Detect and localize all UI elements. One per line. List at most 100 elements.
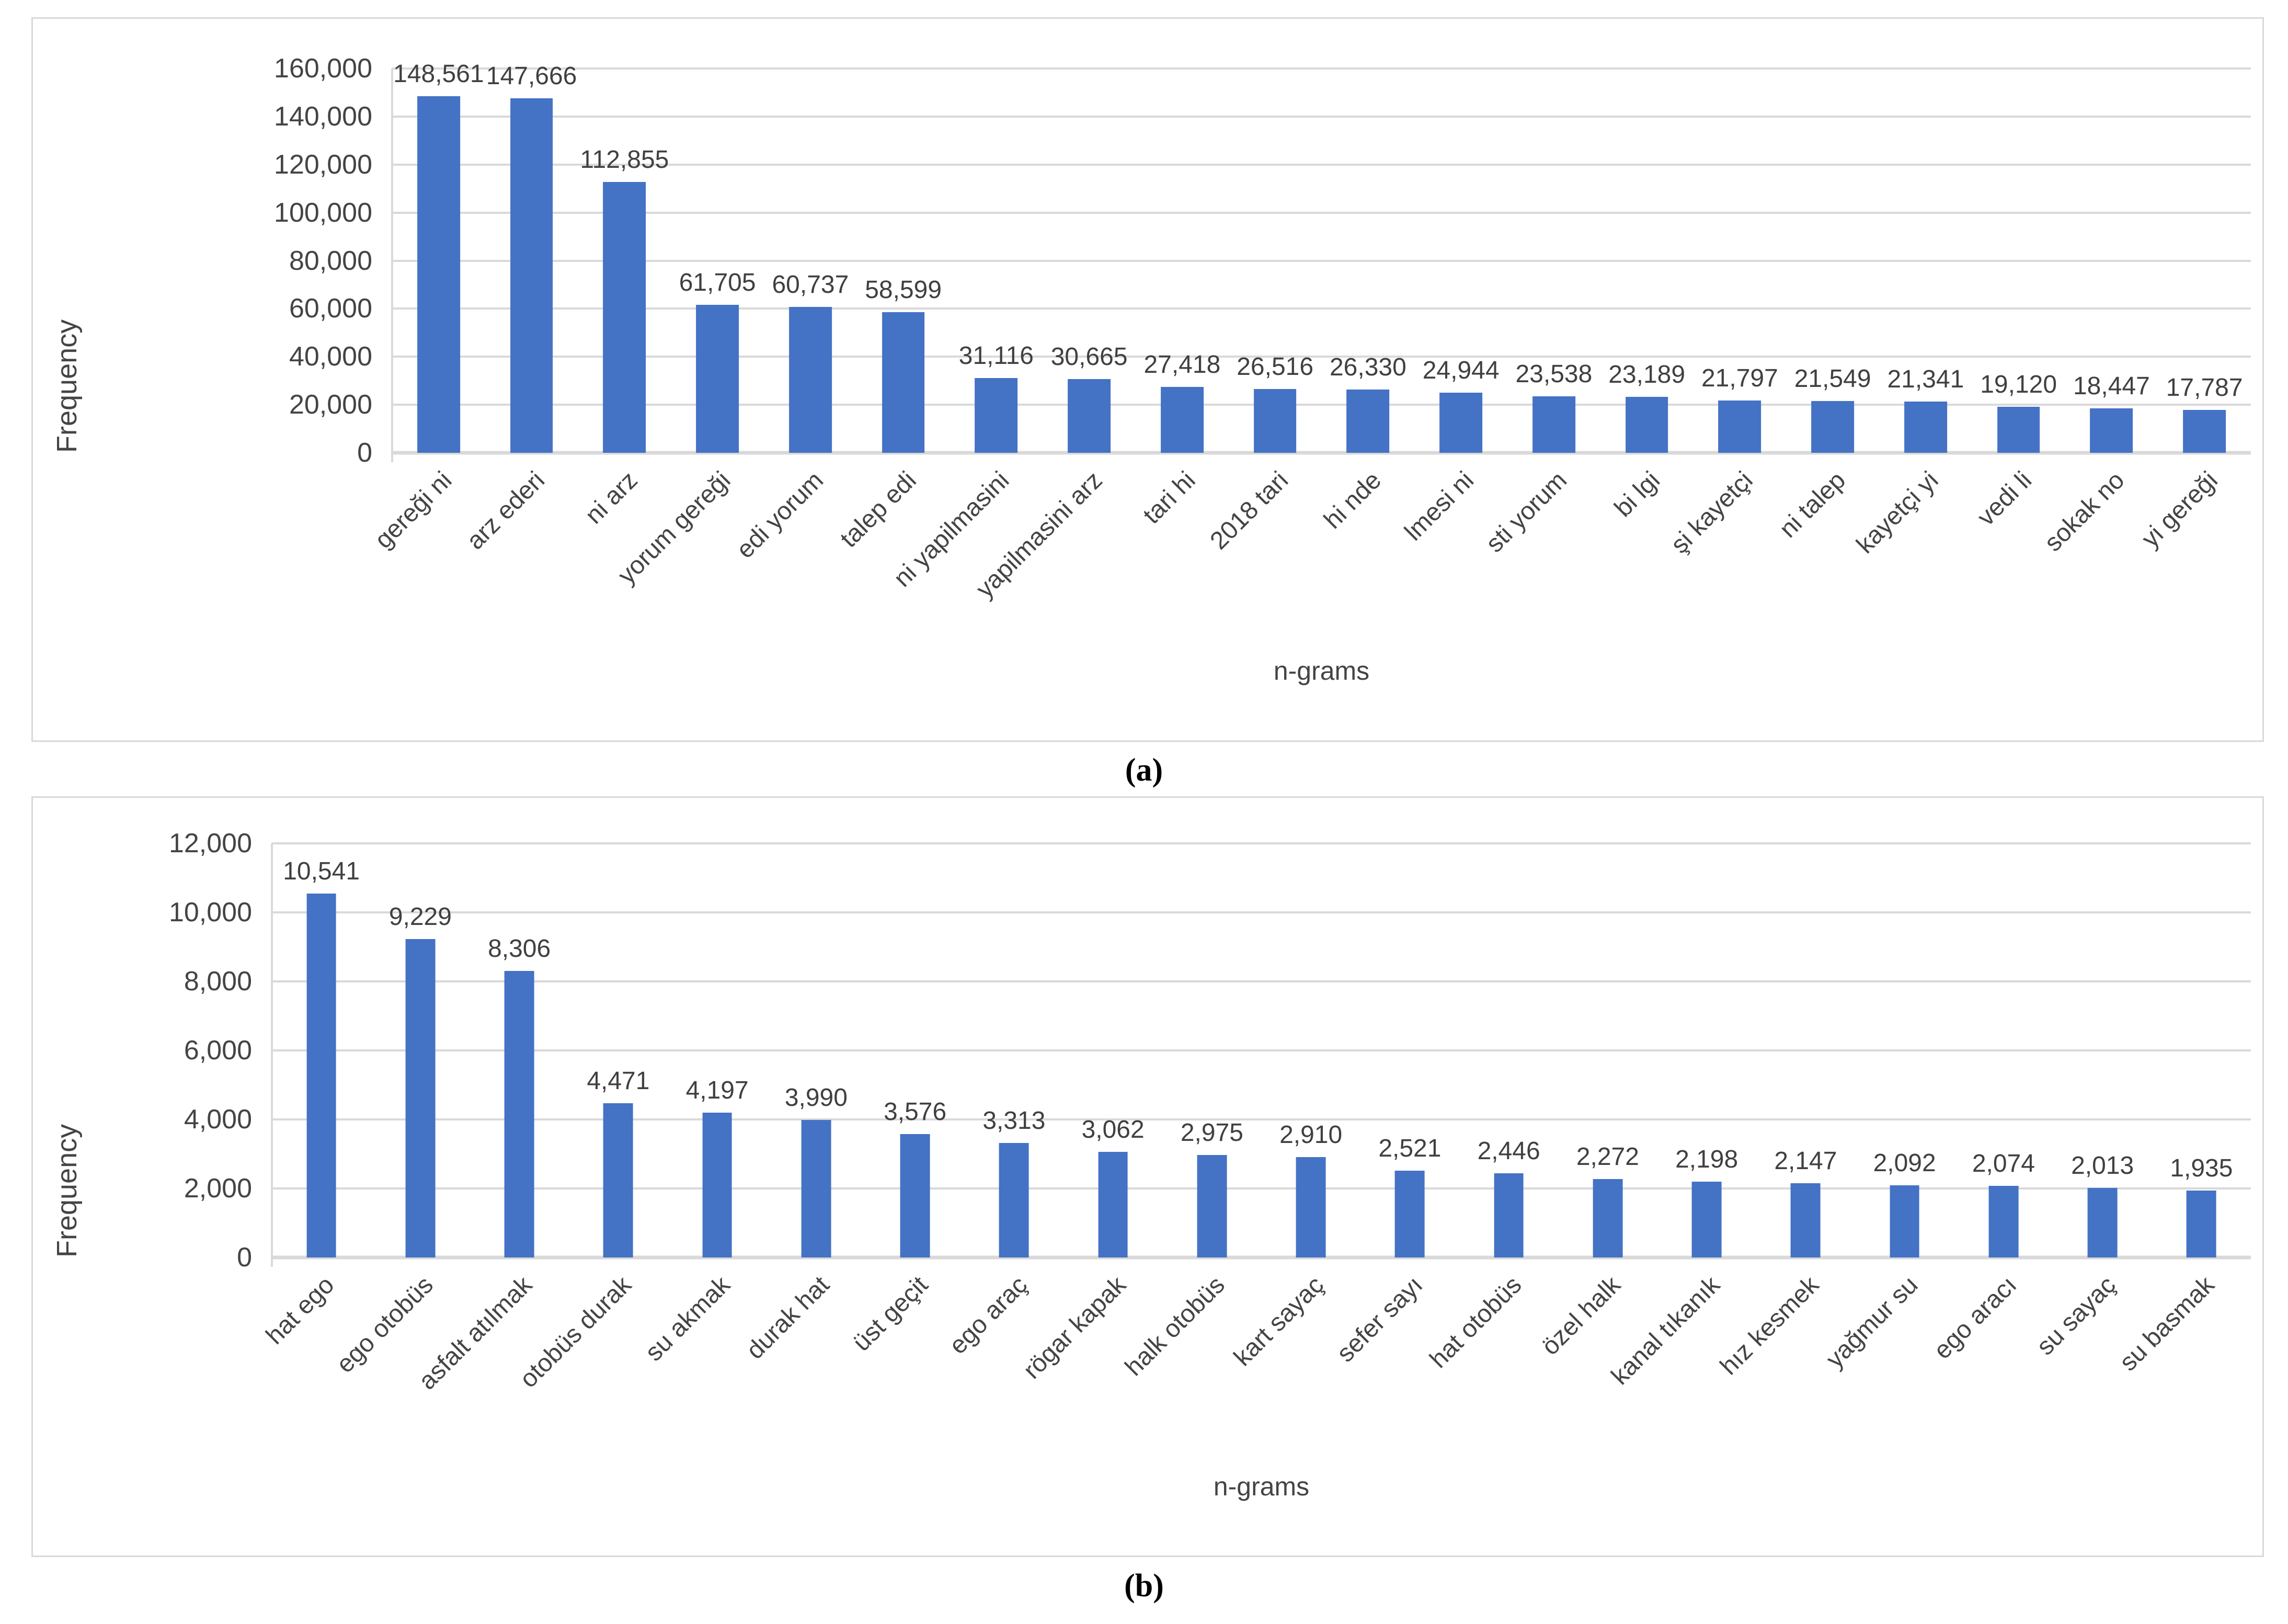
data-label: 2,198 <box>1675 1145 1738 1173</box>
bar-slot: 24,944 lmesi ni <box>1400 68 1507 546</box>
y-axis-line <box>391 68 393 462</box>
x-category-label: gereği ni <box>369 466 457 554</box>
x-category-label: su akmak <box>640 1271 736 1367</box>
bar-slot: 2,521 sefer sayı <box>1332 843 1459 1367</box>
bar-slot: 18,447 sokak no <box>2039 68 2158 557</box>
bar-hat otobüs <box>1494 1173 1524 1257</box>
bar-slot: 26,516 2018 tari <box>1205 68 1322 555</box>
bar-rögar kapak <box>1098 1151 1128 1257</box>
data-label: 4,471 <box>587 1067 650 1095</box>
x-category-label: rögar kapak <box>1018 1271 1131 1385</box>
data-label: 2,521 <box>1378 1134 1442 1162</box>
data-label: 2,147 <box>1774 1147 1837 1175</box>
y-tick-label: 100,000 <box>274 197 372 228</box>
x-category-label: ni arz <box>580 466 643 530</box>
bar-slot: 148,561 gereği ni <box>370 61 485 554</box>
bar-ego araç <box>999 1143 1029 1257</box>
x-category-label: lmesi ni <box>1399 466 1480 546</box>
bar-otobüs durak <box>603 1103 633 1257</box>
bar-üst geçit <box>900 1134 930 1257</box>
x-axis-title: n-grams <box>1213 1472 1310 1501</box>
data-label: 2,272 <box>1576 1143 1639 1171</box>
bar-hat ego <box>306 894 337 1257</box>
x-category-label: ego aracı <box>1928 1271 2022 1365</box>
bar-kanal tıkanık <box>1691 1181 1722 1257</box>
data-label: 19,120 <box>1980 371 2057 399</box>
bar-slot: 21,797 şi kayetçi <box>1666 68 1787 559</box>
chart-panel-a: Frequency 0 20,000 40,000 60,000 80,000 100,0… <box>31 17 2264 742</box>
gridline <box>392 67 2251 70</box>
x-category-label: su basmak <box>2114 1271 2220 1377</box>
data-label: 21,341 <box>1887 365 1964 393</box>
bar-slot: 8,306 asfalt atılmak <box>414 843 569 1395</box>
x-axis-title: n-grams <box>1273 656 1370 685</box>
bar-hız kesmek <box>1790 1183 1821 1257</box>
data-label: 24,944 <box>1422 357 1500 385</box>
bar-yi gereği <box>2183 410 2226 453</box>
data-label: 147,666 <box>486 62 577 90</box>
data-label: 2,092 <box>1873 1149 1936 1177</box>
data-label: 3,313 <box>982 1107 1046 1135</box>
bar-sefer sayı <box>1394 1170 1425 1257</box>
y-axis-line <box>271 843 273 1267</box>
x-category-label: vedi li <box>1972 466 2037 532</box>
bar-yağmur su <box>1890 1185 1920 1257</box>
data-label: 61,705 <box>679 268 756 296</box>
y-tick-label: 12,000 <box>168 828 252 859</box>
y-tick-label: 160,000 <box>274 53 372 84</box>
bar-su basmak <box>2186 1191 2216 1257</box>
data-label: 112,855 <box>580 145 669 174</box>
x-category-label: kayetçi yi <box>1851 466 1944 559</box>
bar-slot: 1,935 su basmak <box>2114 843 2251 1377</box>
gridline <box>392 307 2251 310</box>
subfigure-caption-b: (b) <box>1124 1568 1164 1604</box>
bar-durak hat <box>801 1119 831 1257</box>
bar-slot: 2,147 hız kesmek <box>1715 843 1855 1380</box>
bar-slot: 21,549 ni talep <box>1775 68 1879 543</box>
bar-slot: 27,418 tari hi <box>1136 68 1229 530</box>
data-label: 3,062 <box>1081 1115 1145 1143</box>
x-category-label: talep edi <box>835 466 922 553</box>
bar-su akmak <box>702 1113 733 1257</box>
x-category-label: sokak no <box>2039 466 2130 557</box>
x-category-label: bi lgi <box>1609 466 1665 523</box>
data-label: 26,330 <box>1329 353 1406 382</box>
x-category-label: şi kayetçi <box>1665 466 1758 559</box>
data-label: 1,935 <box>2170 1154 2233 1183</box>
bar-hi nde <box>1346 390 1390 453</box>
bar-slot: 2,910 kart sayaç <box>1229 843 1360 1371</box>
data-label: 2,910 <box>1279 1120 1343 1149</box>
data-label: 2,013 <box>2071 1152 2134 1180</box>
gridline <box>392 356 2251 358</box>
bar-özel halk <box>1593 1179 1623 1257</box>
bar-slot: 4,471 otobüs durak <box>514 843 668 1393</box>
gridline <box>392 259 2251 262</box>
data-label: 21,549 <box>1794 365 1871 393</box>
bar-su sayaç <box>2087 1188 2118 1257</box>
y-tick-label: 60,000 <box>289 293 372 324</box>
bars-container: 10,541 hat ego 9,229 ego otobüs 8,306 asfalt … <box>261 843 2251 1396</box>
bar-slot: 9,229 ego otobüs <box>331 843 470 1378</box>
bar-asfalt atılmak <box>504 970 534 1257</box>
bar-bi lgi <box>1625 397 1668 453</box>
y-tick-label: 10,000 <box>168 897 252 928</box>
data-label: 9,229 <box>388 902 452 931</box>
x-category-label: yi gereği <box>2136 466 2223 553</box>
x-category-label: tari hi <box>1137 466 1201 530</box>
data-label: 23,189 <box>1608 361 1686 389</box>
bar-slot: 61,705 yorum gereği <box>613 68 764 589</box>
x-category-label: edi yorum <box>731 466 829 564</box>
x-category-label: yağmur su <box>1821 1271 1923 1374</box>
data-label: 3,576 <box>884 1097 947 1126</box>
y-axis-tick-labels: 0 2,000 4,000 6,000 8,000 10,000 12,000 <box>33 830 252 1271</box>
bar-slot: 3,313 ego araç <box>944 843 1063 1360</box>
bar-slot: 2,446 hat otobüs <box>1425 843 1558 1374</box>
bar-slot: 3,990 durak hat <box>741 843 865 1365</box>
gridline <box>272 911 2251 913</box>
bar-tari hi <box>1161 387 1204 453</box>
data-label: 26,516 <box>1237 353 1314 381</box>
bar-slot: 21,341 kayetçi yi <box>1851 68 1972 558</box>
gridline <box>272 1187 2251 1190</box>
data-label: 148,561 <box>393 60 484 88</box>
bar-ego otobüs <box>405 939 436 1257</box>
